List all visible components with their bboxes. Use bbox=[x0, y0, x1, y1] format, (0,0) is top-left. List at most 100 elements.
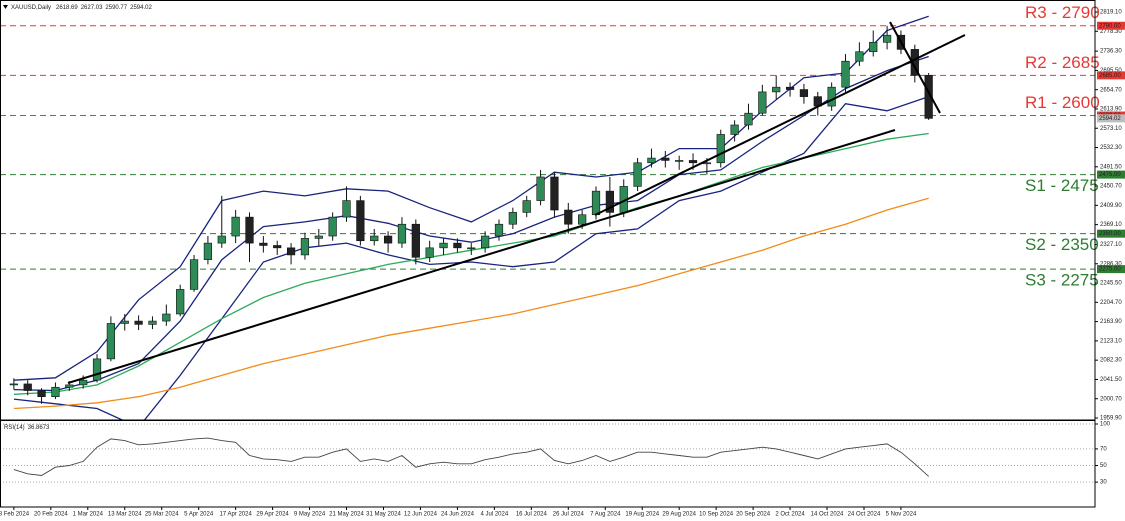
candle-body bbox=[744, 112, 753, 126]
candle-body bbox=[467, 247, 476, 250]
trendline bbox=[594, 34, 966, 216]
candle-body bbox=[494, 223, 504, 237]
x-tick-label: 13 Mar 2024 bbox=[108, 512, 142, 518]
y-tick-label: 1959.90 bbox=[1100, 416, 1122, 422]
x-tick-label: 10 Sep 2024 bbox=[699, 512, 734, 518]
y-tick-label: 2532.30 bbox=[1100, 145, 1122, 151]
y-tick-label: 2409.90 bbox=[1100, 203, 1122, 209]
rsi-line bbox=[13, 437, 930, 477]
x-tick-label: 25 Mar 2024 bbox=[145, 512, 179, 518]
candle-body bbox=[300, 238, 310, 256]
candle-body bbox=[688, 160, 698, 164]
candle-body bbox=[189, 259, 199, 290]
rsi-tick-label: 100 bbox=[1100, 422, 1111, 428]
rsi-tick-label: 50 bbox=[1100, 463, 1107, 469]
rsi-header: RSI(14) 36.8673 bbox=[4, 425, 50, 431]
candle-body bbox=[259, 242, 268, 246]
level-box bbox=[1097, 170, 1125, 179]
x-tick-label: 20 Feb 2024 bbox=[34, 512, 68, 518]
x-tick-label: 17 Apr 2024 bbox=[219, 512, 252, 518]
ohlc: 2627.03 bbox=[81, 5, 103, 11]
candle-body bbox=[647, 157, 656, 164]
candle-body bbox=[605, 190, 614, 213]
candle-body bbox=[578, 214, 587, 225]
candle-body bbox=[522, 200, 531, 213]
x-tick-label: 20 Sep 2024 bbox=[736, 512, 771, 518]
candle-body bbox=[273, 245, 282, 249]
rsi-name: RSI(14) bbox=[4, 425, 25, 431]
candle-body bbox=[176, 289, 185, 315]
trendline bbox=[889, 21, 941, 114]
x-tick-label: 19 Aug 2024 bbox=[625, 512, 659, 518]
candle-body bbox=[536, 176, 545, 201]
candle-body bbox=[675, 160, 684, 162]
last-price-box bbox=[1097, 114, 1125, 123]
candle-body bbox=[106, 323, 115, 360]
level-box-label: 2685.00 bbox=[1099, 73, 1121, 79]
rsi-value: 36.8673 bbox=[28, 425, 50, 431]
x-tick-label: 14 Oct 2024 bbox=[811, 512, 844, 518]
level-box bbox=[1097, 71, 1125, 80]
candle-body bbox=[425, 247, 434, 258]
x-tick-label: 9 May 2024 bbox=[294, 512, 326, 518]
y-tick-label: 2695.50 bbox=[1100, 68, 1122, 74]
candle-body bbox=[564, 209, 573, 225]
candle-body bbox=[148, 320, 157, 325]
candle-body bbox=[591, 190, 601, 216]
level-label: S1 - 2475 bbox=[1025, 176, 1099, 195]
y-tick-label: 2491.50 bbox=[1100, 164, 1122, 170]
y-tick-label: 2450.70 bbox=[1100, 184, 1122, 190]
x-tick-label: 29 Aug 2024 bbox=[662, 512, 696, 518]
chart-header: XAUUSD,Daily 2618.69 2627.03 2590.77 2594.02 bbox=[11, 5, 152, 11]
candle-body bbox=[314, 235, 323, 239]
candle-body bbox=[203, 242, 213, 260]
level-label: S3 - 2275 bbox=[1025, 271, 1099, 290]
candle-body bbox=[439, 242, 448, 249]
candle-body bbox=[855, 51, 864, 62]
y-tick-label: 2082.30 bbox=[1100, 358, 1122, 364]
candle-body bbox=[550, 176, 559, 211]
candle-body bbox=[785, 86, 795, 90]
y-tick-label: 2000.70 bbox=[1100, 396, 1122, 402]
candle-body bbox=[134, 320, 143, 325]
candle-body bbox=[120, 320, 129, 324]
y-tick-label: 2123.10 bbox=[1100, 338, 1122, 344]
y-tick-label: 2286.30 bbox=[1100, 261, 1122, 267]
x-tick-label: 8 Feb 2024 bbox=[0, 512, 30, 518]
x-tick-label: 29 Apr 2024 bbox=[256, 512, 289, 518]
candle-body bbox=[286, 247, 296, 256]
candle-body bbox=[23, 383, 32, 391]
candle-body bbox=[162, 313, 171, 322]
indicator-line bbox=[13, 197, 929, 410]
candle-body bbox=[827, 86, 836, 107]
x-tick-label: 24 Oct 2024 bbox=[848, 512, 881, 518]
candle-body bbox=[383, 235, 393, 244]
y-tick-label: 2778.30 bbox=[1100, 29, 1122, 35]
level-box bbox=[1097, 229, 1125, 238]
rsi-frame bbox=[0, 420, 1096, 508]
candle-body bbox=[9, 383, 18, 386]
candle-body bbox=[882, 34, 892, 43]
candle-body bbox=[397, 223, 407, 244]
candle-body bbox=[481, 235, 490, 249]
candle-body bbox=[245, 216, 254, 244]
x-tick-label: 7 Aug 2024 bbox=[590, 512, 621, 518]
ohlc: 2618.69 bbox=[56, 5, 78, 11]
candle-body bbox=[231, 216, 240, 237]
level-box-label: 2475.00 bbox=[1099, 172, 1121, 178]
candle-body bbox=[356, 200, 365, 242]
candle-body bbox=[758, 91, 767, 114]
candle-body bbox=[65, 384, 74, 388]
x-tick-label: 24 Jun 2024 bbox=[441, 512, 475, 518]
x-tick-label: 2 Oct 2024 bbox=[775, 512, 805, 518]
candle-body bbox=[508, 212, 517, 225]
level-box-label: 2275.00 bbox=[1099, 267, 1121, 273]
level-box-label: 2350.00 bbox=[1099, 231, 1121, 237]
candle-body bbox=[79, 379, 88, 386]
y-tick-label: 2736.30 bbox=[1100, 49, 1122, 55]
y-tick-label: 2819.10 bbox=[1100, 10, 1122, 16]
x-tick-label: 5 Nov 2024 bbox=[886, 512, 917, 518]
candle-body bbox=[453, 242, 462, 249]
